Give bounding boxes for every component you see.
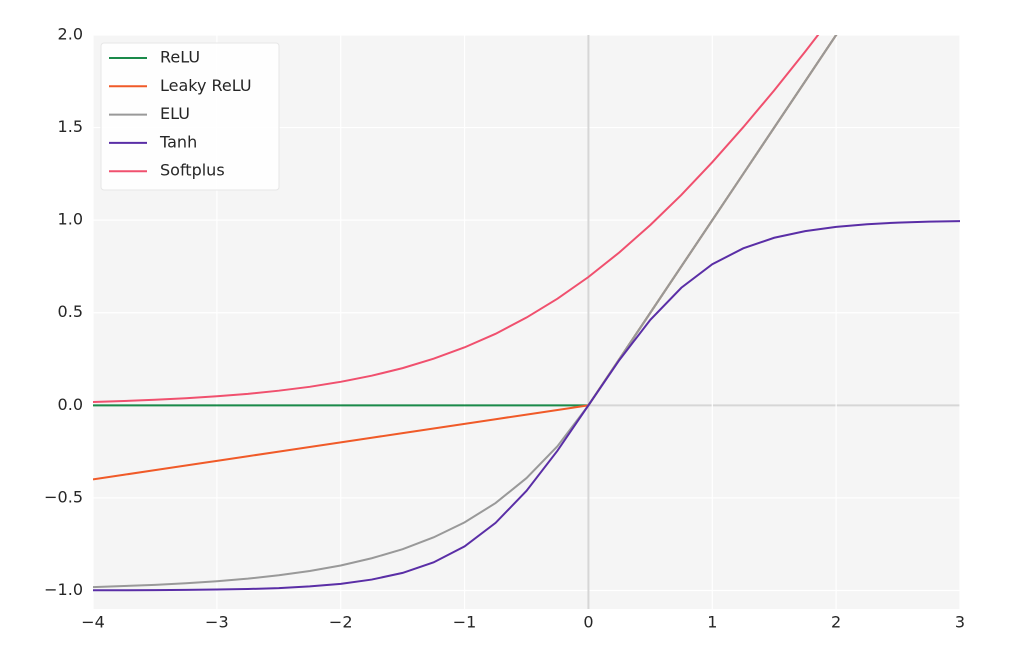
series-line	[93, 35, 838, 589]
legend: ReLU Leaky ReLU ELU Tanh Softplus	[100, 42, 280, 191]
x-tick-label: 1	[707, 613, 717, 632]
series-line	[93, 220, 960, 592]
y-tick-label: 0.5	[58, 302, 83, 321]
legend-label: ELU	[160, 104, 190, 123]
legend-label: ReLU	[160, 48, 200, 67]
series-line	[93, 35, 820, 403]
y-tick-label: −1.0	[44, 580, 83, 599]
x-tick-label: −3	[205, 613, 229, 632]
x-tick-label: −2	[329, 613, 353, 632]
y-tick-label: 1.0	[58, 210, 83, 229]
legend-label: Softplus	[160, 161, 225, 180]
y-tick-label: −0.5	[44, 487, 83, 506]
legend-label: Leaky ReLU	[160, 76, 252, 95]
x-tick-label: 0	[583, 613, 593, 632]
legend-label: Tanh	[159, 132, 197, 151]
ticks: −1.0 −0.5 0.0 0.5 1.0 1.5 2.0 −4 −3 −2 −1 0 1 2 3	[44, 25, 965, 632]
y-tick-label: 1.5	[58, 117, 83, 136]
x-tick-label: −1	[453, 613, 477, 632]
x-tick-label: 2	[831, 613, 841, 632]
y-tick-label: 2.0	[58, 25, 83, 44]
lines	[93, 35, 960, 592]
x-tick-label: −4	[81, 613, 105, 632]
legend-box	[100, 42, 280, 191]
x-tick-label: 3	[955, 613, 965, 632]
y-tick-label: 0.0	[58, 395, 83, 414]
